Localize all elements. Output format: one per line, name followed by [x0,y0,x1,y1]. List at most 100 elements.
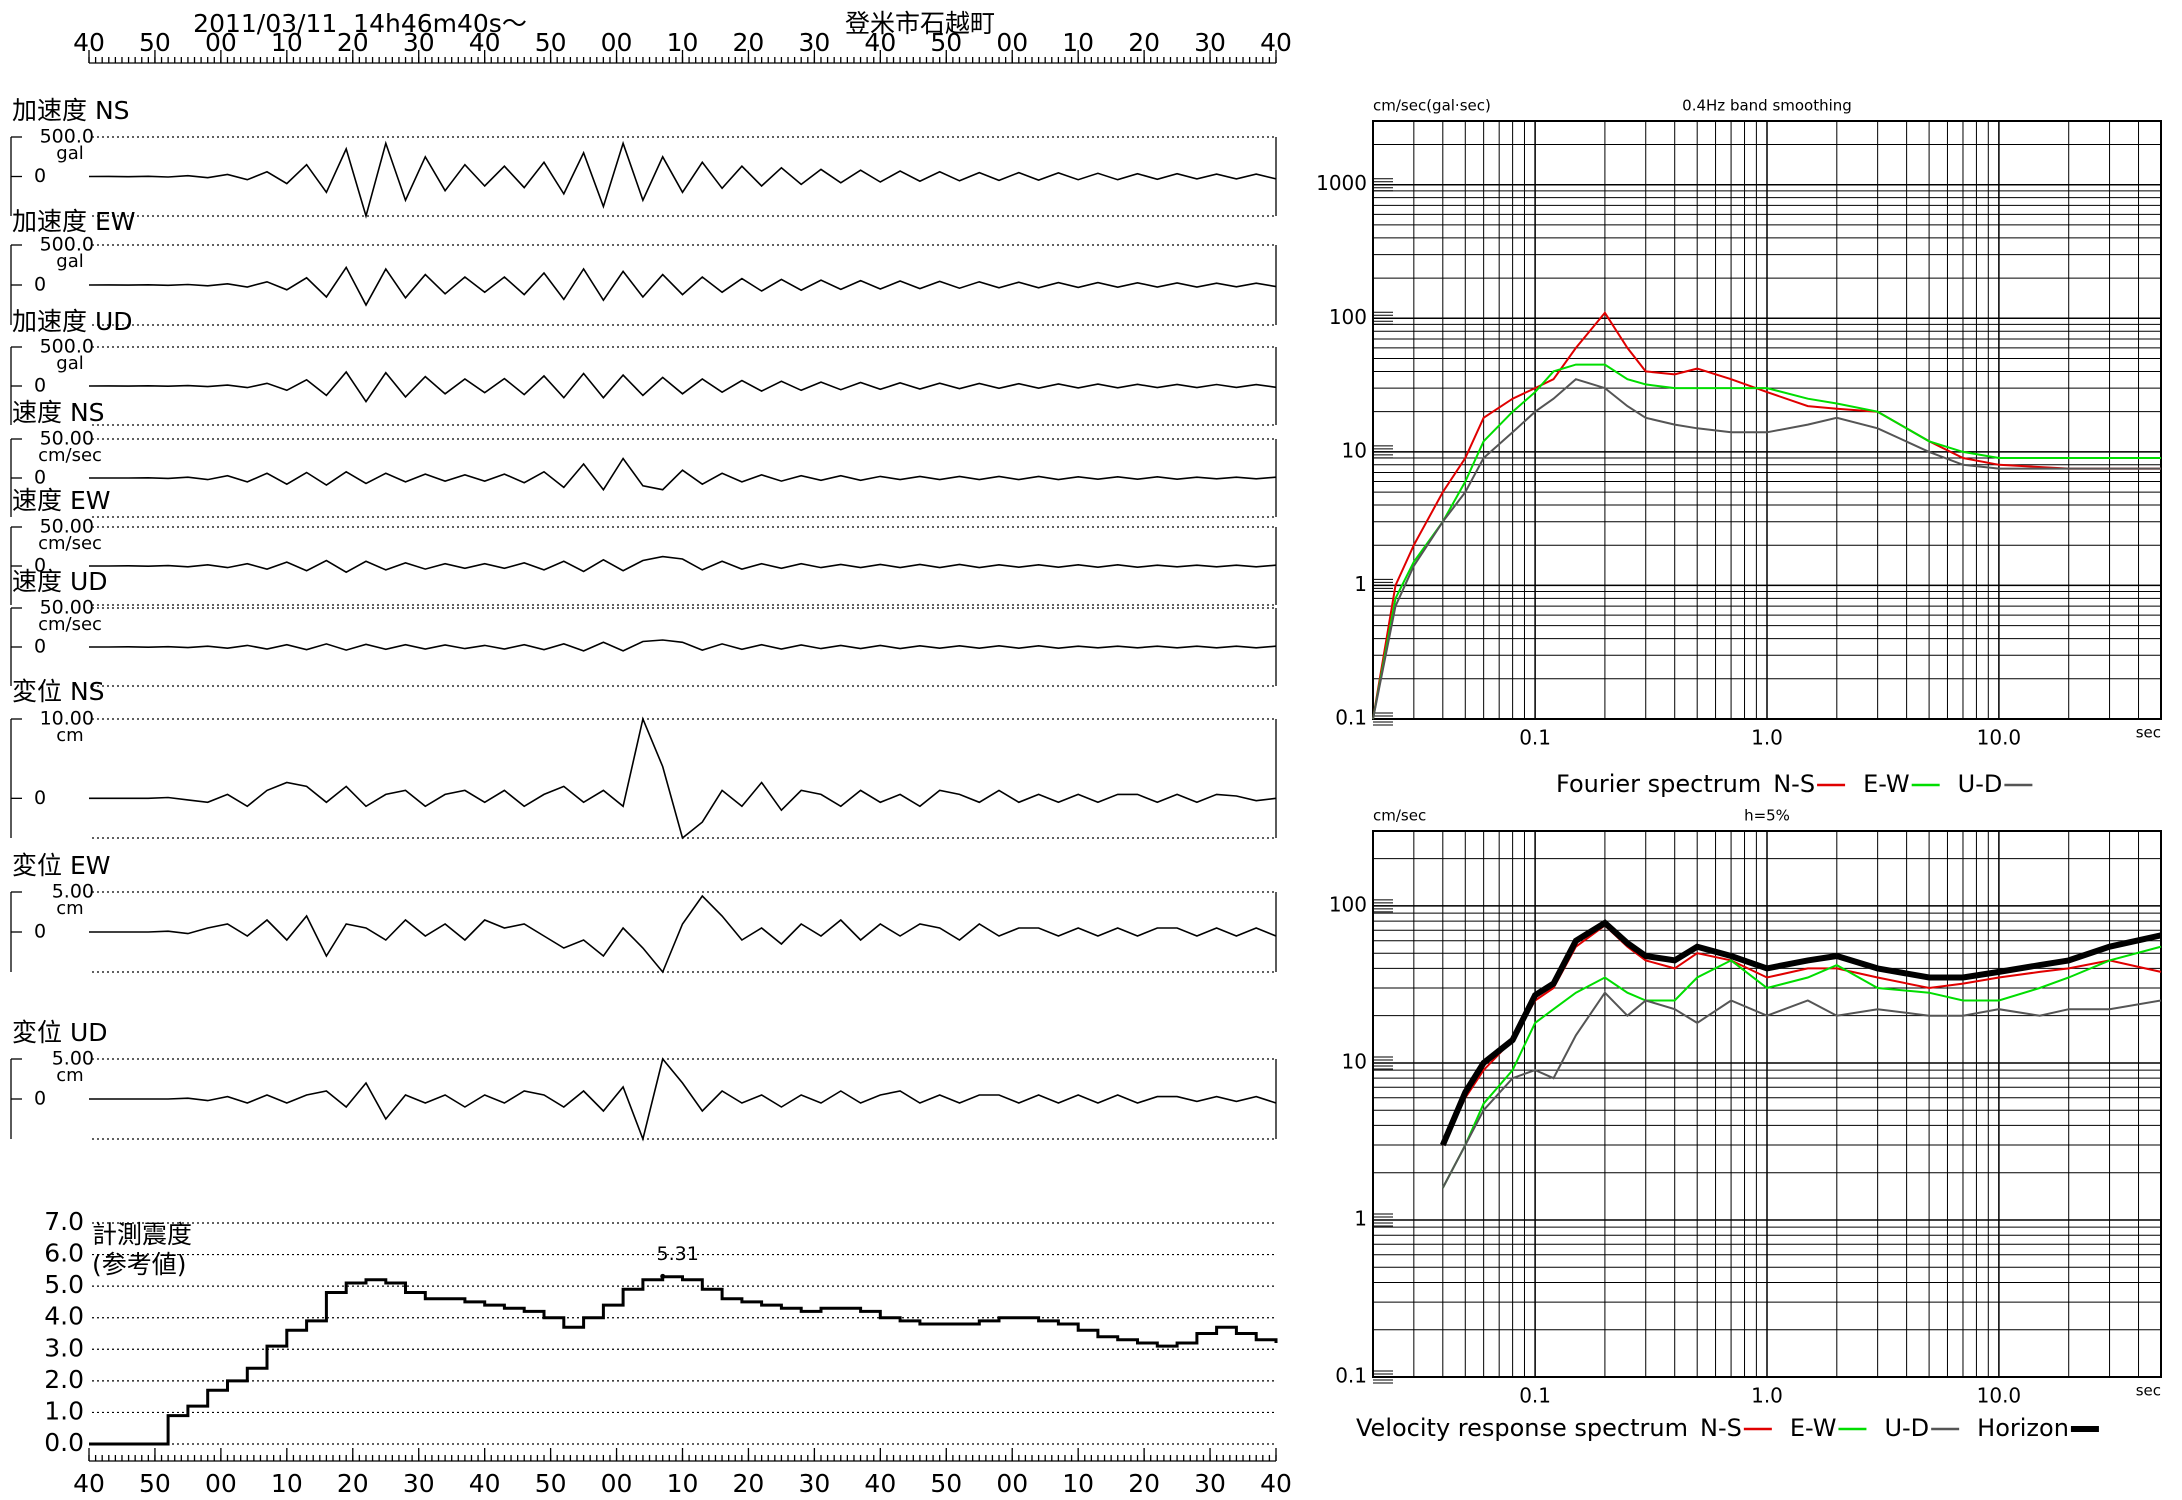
peak-label: 5.31 [657,1243,699,1265]
x-tick-label: 20 [733,1469,765,1498]
trace-title: 速度 NS [12,398,105,427]
y-tick-label: 500.0 [40,336,94,358]
unit-label: cm/sec [38,445,102,466]
intensity-note: (参考値) [92,1250,187,1279]
intensity-line [89,1275,1278,1446]
unit-label: cm [56,1065,83,1086]
trace-title: 加速度 EW [12,207,135,236]
chart-subtitle: 0.4Hz band smoothing [1682,97,1852,115]
y-unit: cm/sec [1373,807,1426,825]
x-tick-label: 00 [205,1469,237,1498]
y-tick-label: 1 [1354,1206,1367,1230]
y-tick-label: 500.0 [40,234,94,256]
y-tick-label: 100 [1329,305,1367,329]
y-tick-label: 0 [34,165,46,187]
y-tick-label: 2.0 [44,1365,84,1394]
y-tick-label: 0 [34,636,46,658]
y-tick-label: 10.00 [40,708,94,730]
x-unit: sec [2136,724,2161,742]
x-tick-label: 10 [271,28,303,57]
x-tick-label: 40 [1260,1469,1292,1498]
y-tick-label: 0 [34,787,46,809]
record-time: 2011/03/11 14h46m40s～ [193,9,527,38]
legend-label: U-D [1958,770,2003,798]
x-tick-label: 10.0 [1977,1384,2022,1408]
spectrum-line [1441,924,2162,1146]
x-tick-label: 40 [864,1469,896,1498]
x-tick-label: 50 [535,1469,567,1498]
y-tick-label: 1000 [1316,171,1367,195]
unit-label: gal [56,251,83,272]
unit-label: cm [56,898,83,919]
x-tick-label: 50 [930,1469,962,1498]
legend-label: E-W [1863,770,1910,798]
x-tick-label: 40 [469,1469,501,1498]
y-tick-label: 10 [1342,438,1367,462]
x-tick-label: 10 [667,1469,699,1498]
x-tick-label: 30 [403,28,435,57]
x-tick-label: 10 [271,1469,303,1498]
x-tick-label: 00 [601,28,633,57]
x-tick-label: 00 [205,28,237,57]
spectrum-line [1441,991,2162,1189]
x-tick-label: 00 [996,1469,1028,1498]
y-tick-label: 0.1 [1335,1364,1367,1388]
legend-label: Horizon [1977,1414,2069,1442]
x-tick-label: 20 [1128,1469,1160,1498]
y-tick-label: 5.00 [52,881,94,903]
y-tick-label: 0 [34,921,46,943]
y-tick-label: 50.00 [40,597,94,619]
x-unit: sec [2136,1382,2161,1400]
y-tick-label: 6.0 [44,1239,84,1268]
x-tick-label: 00 [601,1469,633,1498]
x-tick-label: 50 [139,28,171,57]
waveform [88,370,1277,404]
waveform [89,457,1277,492]
waveform [88,140,1277,219]
x-tick-label: 50 [139,1469,171,1498]
y-tick-label: 5.00 [52,1048,94,1070]
y-tick-label: 0 [34,274,46,296]
x-tick-label: 50 [930,28,962,57]
unit-label: gal [56,143,83,164]
x-tick-label: 40 [73,1469,105,1498]
legend-label: U-D [1884,1414,1929,1442]
y-tick-label: 0.1 [1335,706,1367,730]
y-tick-label: 3.0 [44,1333,84,1362]
x-tick-label: 10 [667,28,699,57]
spectrum-line [1372,363,2161,720]
trace-title: 加速度 UD [12,307,133,336]
legend-title: Velocity response spectrum [1356,1414,1688,1442]
waveform [89,555,1277,574]
spectrum-line [1441,945,2162,1189]
station-name: 登米市石越町 [845,9,995,38]
x-tick-label: 30 [1194,1469,1226,1498]
intensity-title: 計測震度 [92,1220,192,1249]
y-tick-label: 7.0 [44,1207,84,1236]
x-tick-label: 10 [1062,1469,1094,1498]
x-tick-label: 50 [535,28,567,57]
y-tick-label: 50.00 [40,516,94,538]
legend-label: N-S [1773,770,1815,798]
x-tick-label: 40 [1260,28,1292,57]
x-tick-label: 00 [996,28,1028,57]
y-tick-label: 10 [1342,1049,1367,1073]
y-tick-label: 500.0 [40,126,94,148]
peak-dot [660,1273,666,1279]
x-tick-label: 40 [864,28,896,57]
y-tick-label: 0.0 [44,1428,84,1457]
spectrum-line [1372,378,2161,720]
waveform [88,265,1277,307]
waveform [89,894,1277,974]
trace-title: 変位 NS [12,677,105,706]
unit-label: cm [56,725,83,746]
trace-title: 変位 UD [12,1018,108,1047]
x-tick-label: 40 [469,28,501,57]
unit-label: gal [56,353,83,374]
spectrum-line [1440,919,2162,1147]
waveform [89,1057,1277,1142]
trace-title: 変位 EW [12,851,110,880]
x-tick-label: 30 [798,1469,830,1498]
trace-title: 速度 UD [12,567,108,596]
unit-label: cm/sec [38,533,102,554]
